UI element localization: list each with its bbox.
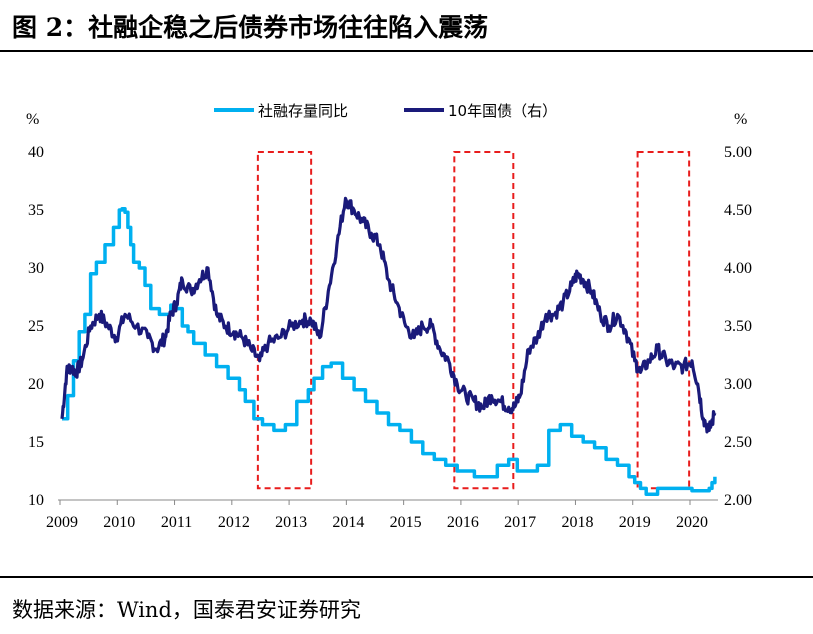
right-tick-label: 4.50 [724,202,752,219]
x-tick-label: 2014 [332,514,364,531]
left-tick-label: 35 [28,202,44,219]
series-line-social-financing [62,207,717,496]
left-tick-label: 10 [28,492,44,509]
left-tick-label: 20 [28,376,44,393]
legend-label: 10年国债（右） [448,102,557,120]
right-tick-label: 3.00 [724,376,752,393]
series-line-bond-10y [60,196,717,434]
left-tick-label: 25 [28,318,44,335]
legend-item-bond-10y: 10年国债（右） [404,102,557,120]
x-tick-label: 2020 [676,514,708,531]
x-tick-label: 2012 [218,514,250,531]
x-tick-label: 2019 [619,514,651,531]
right-tick-label: 2.50 [724,434,752,451]
top-rule [0,50,813,52]
series-layer [60,196,717,496]
legend: 社融存量同比 10年国债（右） [214,102,557,120]
x-tick-label: 2016 [447,514,479,531]
legend-label: 社融存量同比 [258,102,348,120]
x-tick-label: 2011 [161,514,192,531]
x-tick-label: 2009 [46,514,78,531]
left-tick-label: 40 [28,144,44,161]
left-axis-unit: % [26,111,39,128]
right-tick-label: 5.00 [724,144,752,161]
highlight-box [453,151,515,490]
x-tick-label: 2013 [275,514,307,531]
bottom-rule [0,576,813,578]
legend-item-social-financing: 社融存量同比 [214,102,348,120]
right-tick-label: 3.50 [724,318,752,335]
axes-layer: % % 10 15 20 25 30 35 40 2.00 2.50 3.00 3.50 4.00 4.50… [26,111,752,531]
x-tick-label: 2018 [561,514,593,531]
left-tick-label: 30 [28,260,44,277]
x-tick-label: 2010 [103,514,135,531]
source-note: 数据来源：Wind，国泰君安证券研究 [12,598,361,622]
figure-title: 图 2：社融企稳之后债券市场往往陷入震荡 [12,13,489,42]
right-tick-label: 4.00 [724,260,752,277]
right-axis-unit: % [734,111,747,128]
right-tick-label: 2.00 [724,492,752,509]
highlight-box [636,151,691,490]
x-tick-label: 2017 [504,514,536,531]
x-tick-label: 2015 [390,514,422,531]
left-tick-label: 15 [28,434,44,451]
